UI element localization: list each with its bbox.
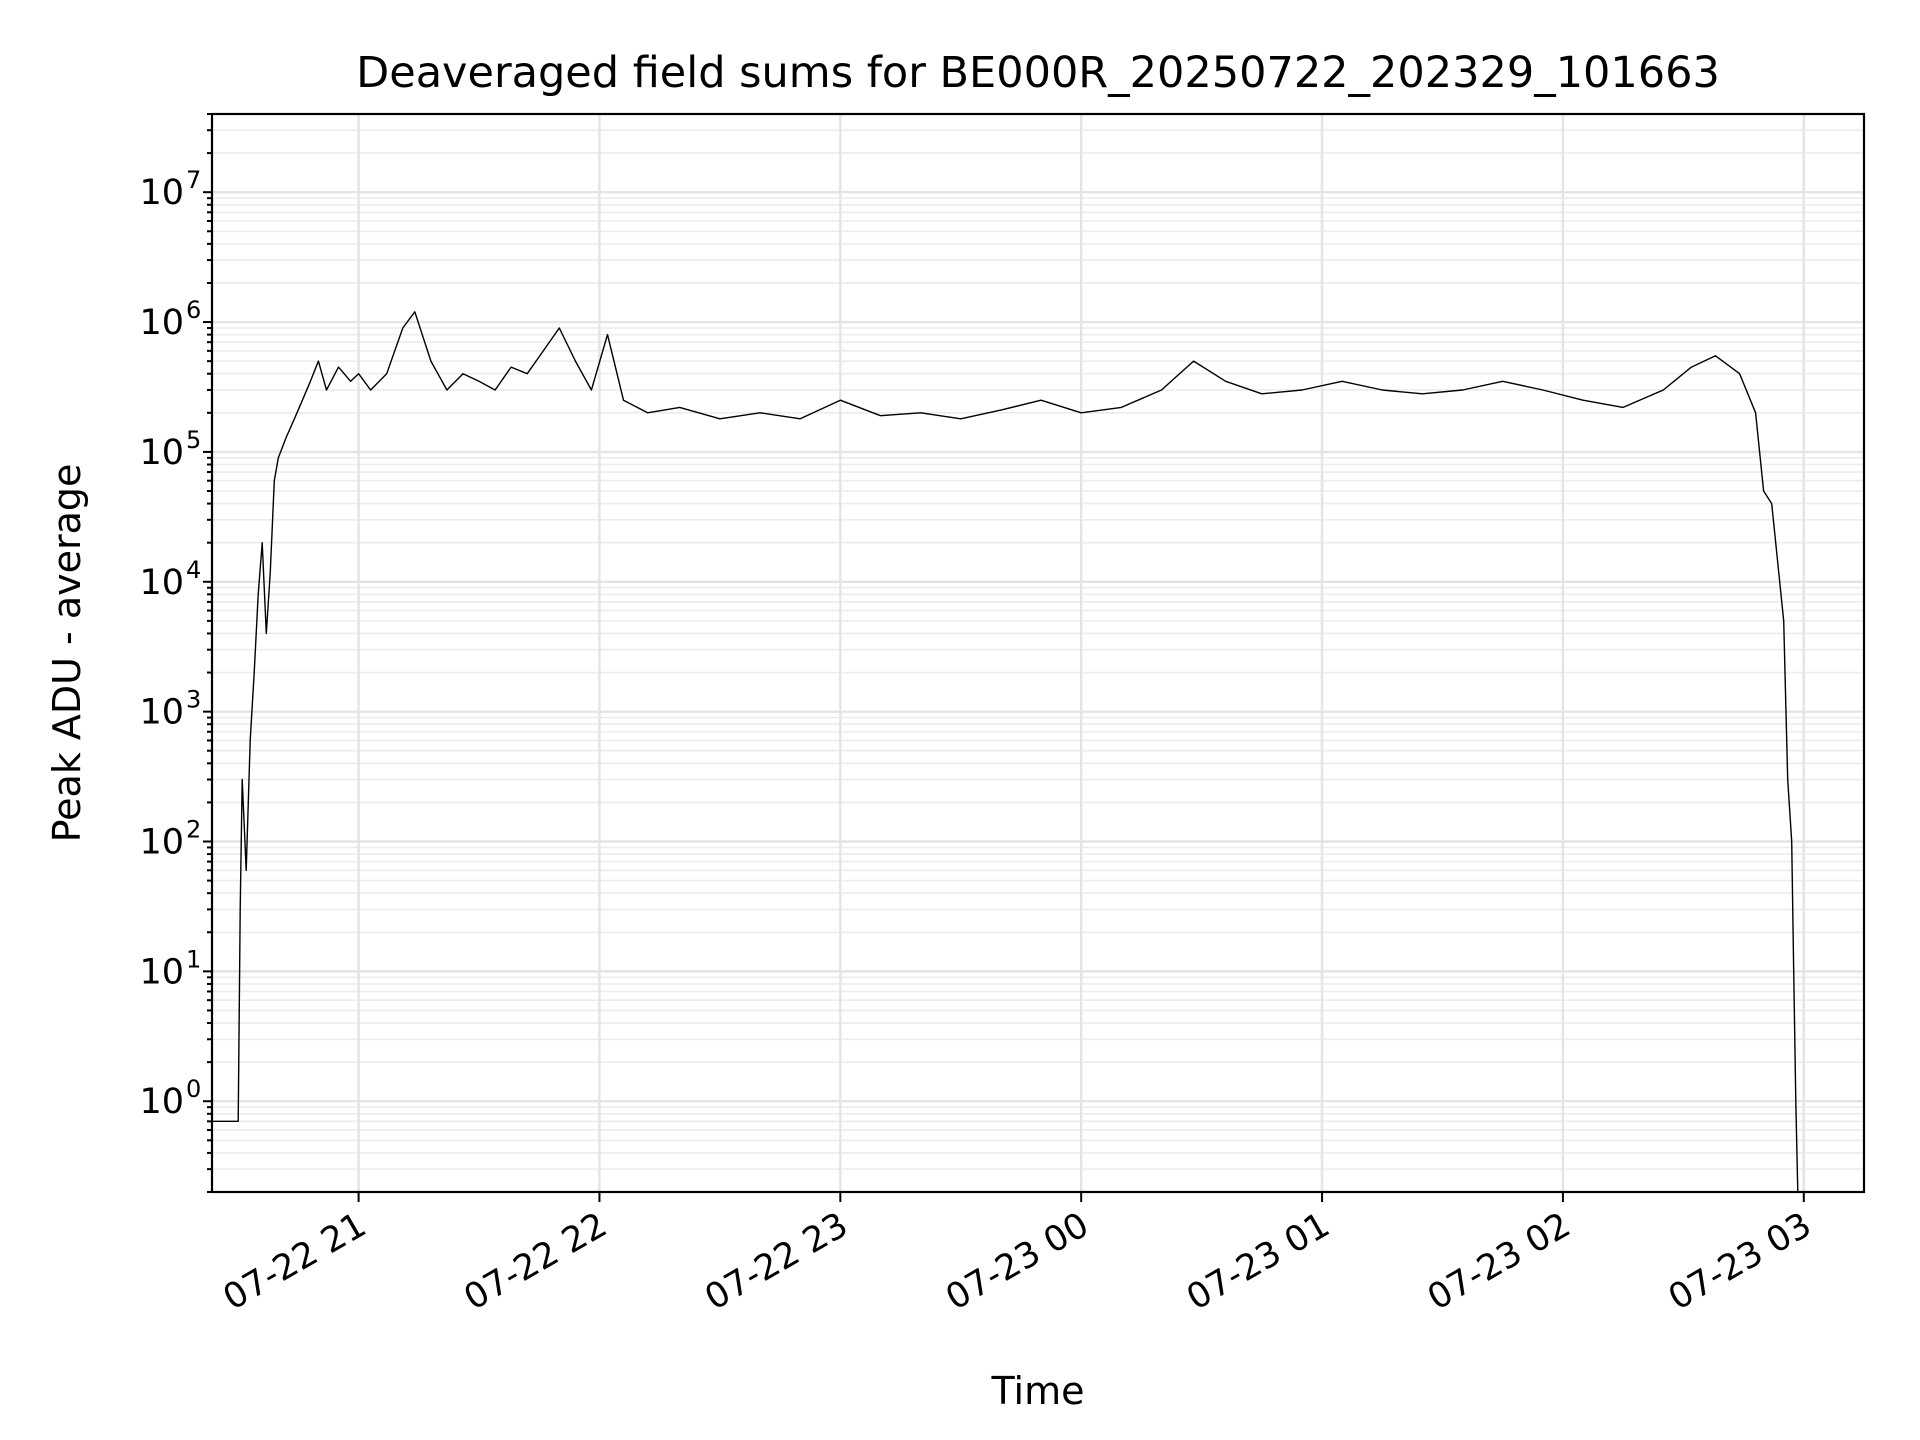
x-tick-label: 07-23 00 [939, 1205, 1095, 1318]
y-tick-exponent: 2 [186, 816, 201, 844]
y-tick-label: 10 [139, 823, 184, 863]
x-axis-label: Time [991, 1369, 1085, 1413]
y-tick-label: 10 [139, 952, 184, 992]
y-tick-base: 10 [139, 823, 184, 863]
grid-lines [212, 113, 1864, 1193]
x-tick-label: 07-22 21 [217, 1205, 373, 1318]
x-tick-label: 07-23 02 [1421, 1205, 1577, 1318]
y-tick-base: 10 [139, 693, 184, 733]
plot-frame [210, 112, 1866, 1194]
y-tick-base: 10 [139, 173, 184, 213]
y-tick-base: 10 [139, 952, 184, 992]
y-tick-exponent: 3 [186, 686, 201, 714]
y-tick-base: 10 [139, 303, 184, 343]
y-tick-base: 10 [139, 1082, 184, 1122]
x-tick-label: 07-23 01 [1180, 1205, 1336, 1318]
y-tick-label: 10 [139, 1082, 184, 1122]
x-tick-labels: 07-22 21 07-22 22 07-22 23 07-23 00 07-23 01… [217, 1205, 1818, 1318]
y-tick-label: 10 [139, 693, 184, 733]
y-tick-exponent: 4 [186, 556, 201, 584]
y-tick-exponent: 7 [186, 166, 201, 194]
x-tick-label: 07-23 03 [1662, 1205, 1818, 1318]
y-tick-label: 10 [139, 563, 184, 603]
y-tick-label: 10 [139, 303, 184, 343]
x-tick-label: 07-22 23 [699, 1205, 855, 1318]
y-tick-exponent: 0 [186, 1075, 201, 1103]
y-tick-exponent: 5 [186, 426, 201, 454]
y-tick-label: 10 [139, 173, 184, 213]
series-line [212, 311, 1800, 1193]
y-axis-label: Peak ADU - average [45, 464, 89, 843]
y-tick-base: 10 [139, 563, 184, 603]
y-tick-exponent: 6 [186, 296, 201, 324]
y-tick-label: 10 [139, 433, 184, 473]
y-tick-base: 10 [139, 433, 184, 473]
chart-title: Deaveraged field sums for BE000R_2025072… [356, 48, 1720, 98]
y-tick-exponent: 1 [186, 945, 201, 973]
x-tick-label: 07-22 22 [458, 1205, 614, 1318]
